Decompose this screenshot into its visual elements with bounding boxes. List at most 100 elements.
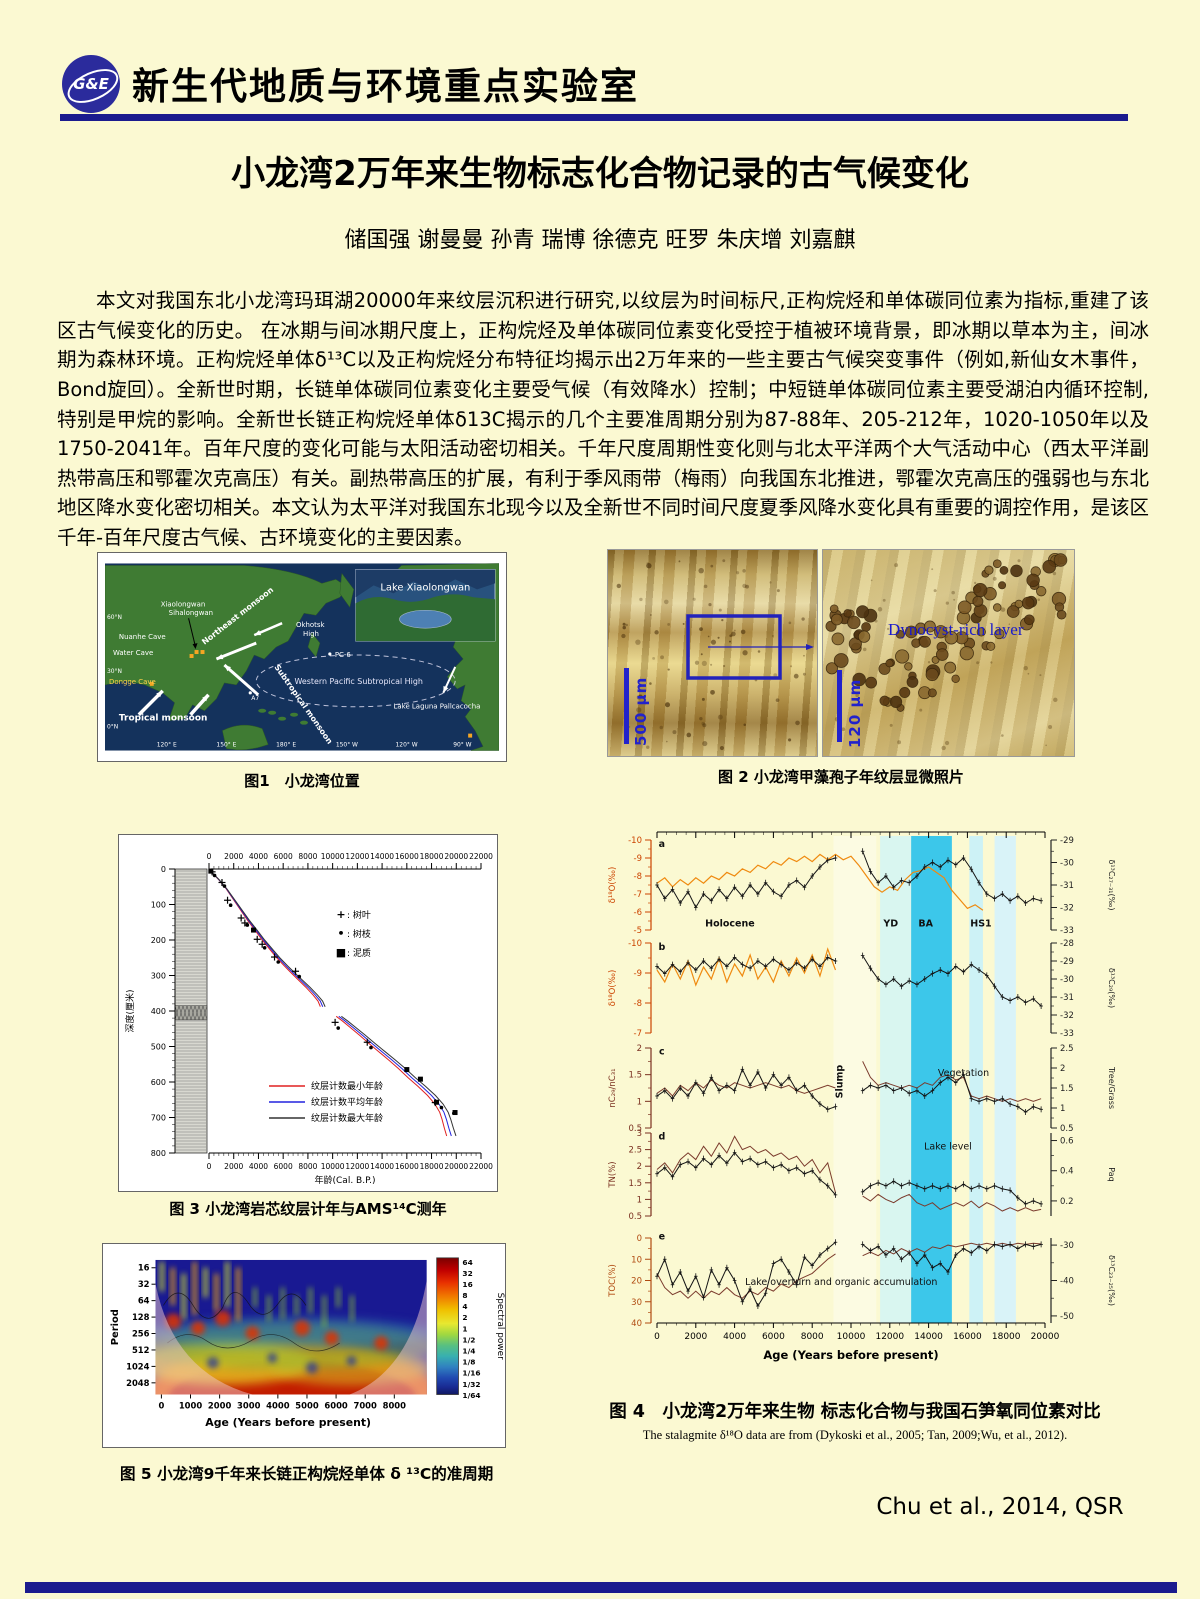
- svg-text:16: 16: [462, 1280, 472, 1289]
- svg-text:0: 0: [207, 1162, 212, 1171]
- svg-text:纹层计数平均年龄: 纹层计数平均年龄: [311, 1096, 383, 1108]
- svg-text:30°N: 30°N: [107, 668, 122, 675]
- svg-text:8000: 8000: [383, 1400, 407, 1410]
- svg-text:0: 0: [207, 852, 212, 861]
- svg-text:纹层计数最大年龄: 纹层计数最大年龄: [311, 1112, 383, 1124]
- svg-text:180° E: 180° E: [276, 742, 296, 749]
- svg-text:2000: 2000: [208, 1400, 232, 1410]
- svg-text:2048: 2048: [126, 1378, 150, 1388]
- svg-text:90° W: 90° W: [453, 742, 471, 749]
- svg-text:22000: 22000: [469, 1162, 493, 1171]
- svg-text:δ¹⁸O(‰): δ¹⁸O(‰): [608, 867, 618, 904]
- svg-text:120° E: 120° E: [157, 742, 177, 749]
- svg-text:22000: 22000: [469, 852, 493, 861]
- svg-text:100: 100: [151, 901, 166, 910]
- svg-text:0.5: 0.5: [628, 1212, 642, 1222]
- svg-text:0: 0: [161, 865, 166, 874]
- svg-text:0.4: 0.4: [1060, 1167, 1074, 1177]
- svg-text:32: 32: [138, 1279, 150, 1289]
- svg-text:Tropical monsoon: Tropical monsoon: [119, 714, 207, 724]
- svg-text:4: 4: [462, 1302, 467, 1311]
- figure4-caption: 图 4 小龙湾2万年来生物 标志化合物与我国石笋氧同位素对比: [609, 1402, 1101, 1422]
- svg-text:nC₂₉/nC₃₁: nC₂₉/nC₃₁: [608, 1068, 618, 1107]
- svg-text:2.5: 2.5: [628, 1146, 642, 1156]
- svg-text:18000: 18000: [420, 852, 444, 861]
- figure2-micrographs: [607, 549, 1075, 757]
- citation-text: Chu et al., 2014, QSR: [876, 1494, 1124, 1520]
- svg-text:1: 1: [637, 1097, 642, 1107]
- svg-text:Xiaolongwan: Xiaolongwan: [161, 600, 206, 608]
- svg-text:Okhotsk: Okhotsk: [296, 621, 325, 629]
- svg-text:12000: 12000: [345, 852, 369, 861]
- svg-text:-32: -32: [1060, 904, 1074, 914]
- svg-text:年龄(Cal. B.P.): 年龄(Cal. B.P.): [315, 1174, 376, 1186]
- svg-text:■: ■: [336, 946, 346, 959]
- svg-text:0.5: 0.5: [628, 1124, 642, 1134]
- svg-text:: 泥质: : 泥质: [347, 947, 371, 959]
- svg-text:Slump: Slump: [834, 1065, 845, 1099]
- svg-text:6000: 6000: [762, 1332, 785, 1342]
- svg-text:-33: -33: [1060, 926, 1074, 936]
- svg-text:Water Cave: Water Cave: [113, 649, 153, 657]
- lab-logo: G&E: [62, 55, 124, 113]
- svg-text:1/64: 1/64: [462, 1391, 480, 1400]
- svg-text:6000: 6000: [274, 1162, 293, 1171]
- svg-text:2000: 2000: [224, 1162, 243, 1171]
- svg-text:Western Pacific Subtropical Hi: Western Pacific Subtropical High: [294, 677, 422, 686]
- svg-text:14000: 14000: [370, 1162, 394, 1171]
- svg-text:BA: BA: [918, 918, 933, 929]
- scalebar-label-left: 500 μm: [632, 676, 650, 746]
- svg-text:2000: 2000: [224, 852, 243, 861]
- svg-text:12000: 12000: [875, 1332, 904, 1342]
- svg-text:-30: -30: [1060, 975, 1074, 985]
- svg-text:10000: 10000: [321, 1162, 345, 1171]
- scalebar-label-right: 120 μm: [846, 678, 864, 748]
- svg-text:1/32: 1/32: [462, 1380, 480, 1389]
- svg-text:14000: 14000: [370, 852, 394, 861]
- svg-text:Nuanhe Cave: Nuanhe Cave: [119, 633, 166, 641]
- svg-text:4000: 4000: [266, 1400, 290, 1410]
- svg-text:d: d: [658, 1132, 665, 1143]
- svg-text:A7: A7: [251, 695, 259, 702]
- svg-text:3000: 3000: [237, 1400, 261, 1410]
- svg-text:0: 0: [158, 1400, 164, 1410]
- svg-text:Lake overturn and organic accu: Lake overturn and organic accumulation: [745, 1277, 937, 1288]
- svg-text:4000: 4000: [723, 1332, 746, 1342]
- svg-text:+: +: [336, 908, 345, 921]
- svg-text:Lake Laguna Pallcacocha: Lake Laguna Pallcacocha: [394, 703, 481, 711]
- svg-text:•: •: [337, 927, 344, 940]
- svg-text:5000: 5000: [295, 1400, 319, 1410]
- svg-text:-9: -9: [634, 854, 642, 864]
- figure1-map: Lake Xiaolongwan Xiaolongwan Sihalongwan Nu…: [97, 552, 507, 762]
- svg-text:0.6: 0.6: [1060, 1137, 1074, 1147]
- svg-text:Dongge Cave: Dongge Cave: [109, 678, 156, 686]
- svg-text:HS1: HS1: [970, 918, 991, 929]
- svg-text:0: 0: [654, 1332, 660, 1342]
- svg-text:Age (Years before present): Age (Years before present): [763, 1348, 938, 1362]
- svg-text:20000: 20000: [444, 852, 468, 861]
- figure5-wavelet-chart: 16 32 64 128 256 512 1024 2048 0 1000 2000 3000 4000…: [102, 1243, 506, 1448]
- svg-text:64: 64: [462, 1258, 472, 1267]
- svg-text:0.5: 0.5: [1060, 1124, 1074, 1134]
- svg-text:10000: 10000: [837, 1332, 866, 1342]
- figure3-caption: 图 3 小龙湾岩芯纹层计年与AMS¹⁴C测年: [169, 1200, 447, 1218]
- author-list: 储国强 谢曼曼 孙青 瑞博 徐德克 旺罗 朱庆增 刘嘉麒: [344, 228, 856, 253]
- svg-text:3: 3: [637, 1129, 642, 1139]
- svg-text:64: 64: [138, 1296, 150, 1306]
- svg-text:40: 40: [631, 1319, 642, 1329]
- abstract-text: 本文对我国东北小龙湾玛珥湖20000年来纹层沉积进行研究,以纹层为时间标尺,正构…: [57, 289, 1150, 549]
- svg-text:b: b: [658, 942, 665, 953]
- svg-text:128: 128: [132, 1312, 150, 1322]
- svg-text:150° E: 150° E: [216, 742, 236, 749]
- svg-text:-29: -29: [1060, 957, 1074, 967]
- svg-text:e: e: [659, 1232, 665, 1243]
- svg-text:c: c: [659, 1046, 665, 1057]
- svg-text:600: 600: [151, 1078, 166, 1087]
- svg-text:-6: -6: [634, 908, 642, 918]
- svg-text:Tree/Grass: Tree/Grass: [1107, 1066, 1116, 1109]
- svg-text:800: 800: [151, 1149, 166, 1158]
- svg-text:-33: -33: [1060, 1029, 1074, 1039]
